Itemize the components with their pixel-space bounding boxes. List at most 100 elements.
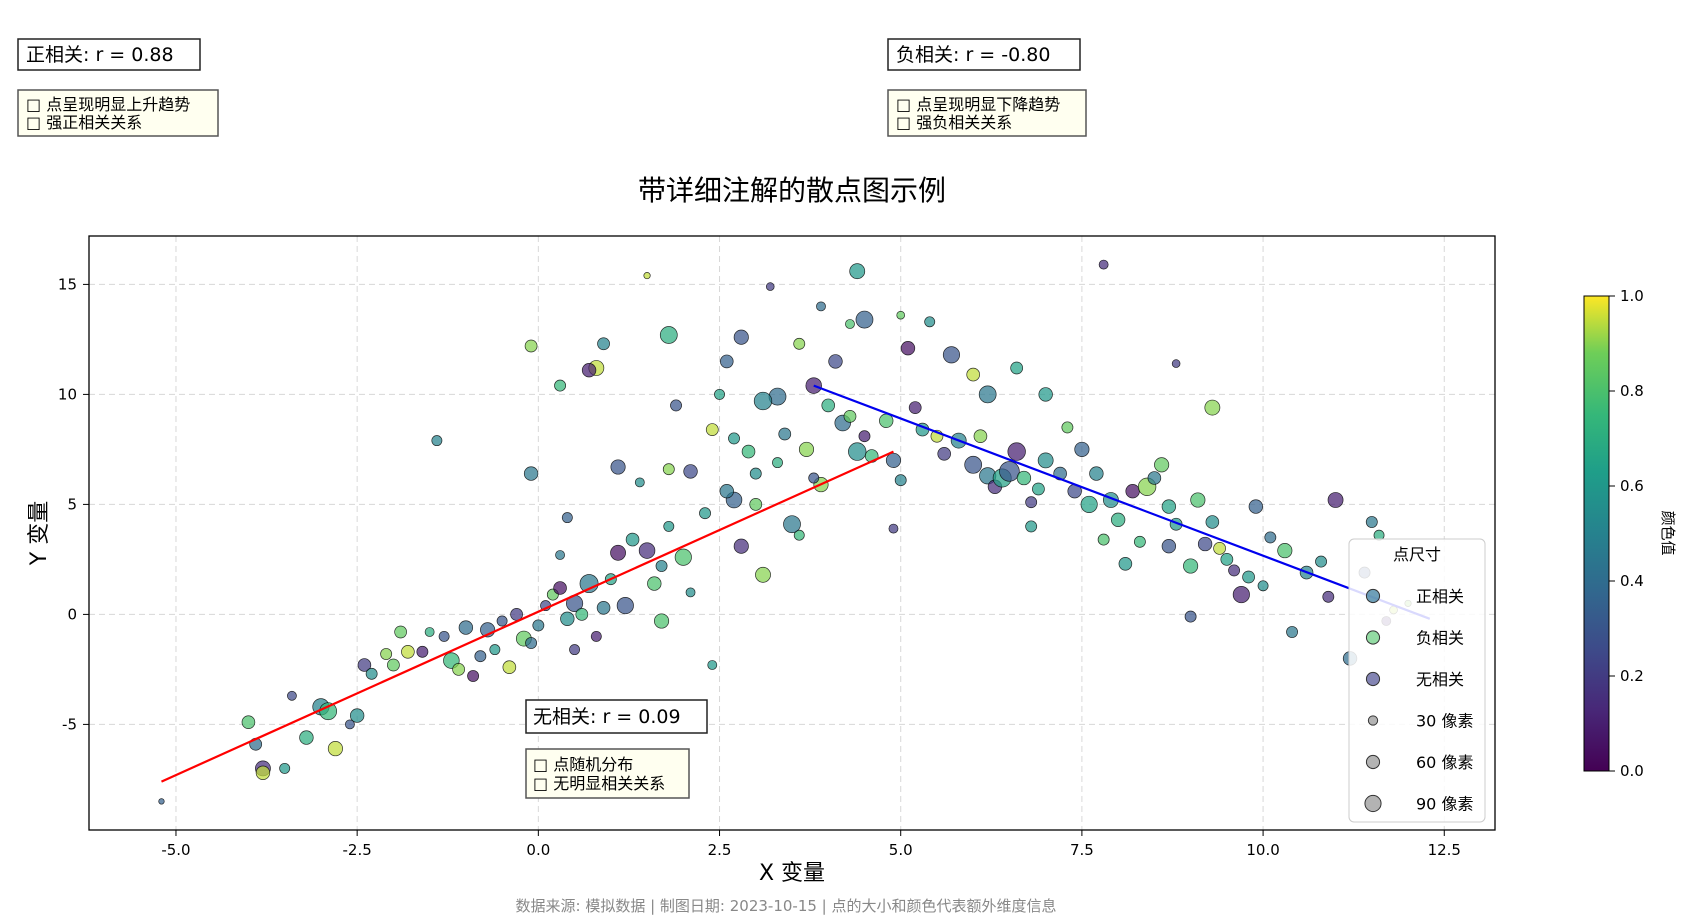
- scatter-point-negative: [900, 341, 916, 356]
- legend-marker: [1365, 630, 1381, 645]
- scatter-point-none: [733, 329, 749, 345]
- scatter-point-none: [714, 388, 725, 400]
- scatter-point-positive: [560, 611, 575, 626]
- annotation-negative-box: [887, 38, 1081, 71]
- scatter-point-negative: [821, 398, 836, 413]
- scatter-point-positive: [532, 619, 545, 632]
- scatter-point-positive: [699, 507, 711, 520]
- scatter-point-none: [749, 467, 762, 480]
- trend-line-negative: [813, 384, 1431, 620]
- scatter-point-negative: [1322, 590, 1335, 603]
- scatter-point-positive: [683, 464, 698, 479]
- scatter-point-positive: [653, 613, 670, 629]
- scatter-point-positive: [287, 690, 297, 701]
- scatter-point-none: [793, 337, 806, 350]
- scatter-point-negative: [896, 310, 906, 320]
- annotation-none-notes-box: [525, 748, 690, 799]
- x-tick-label: 10.0: [1246, 841, 1279, 859]
- y-tick-label: 15: [58, 275, 77, 293]
- scatter-point-positive: [553, 581, 567, 595]
- scatter-point-positive: [474, 650, 487, 663]
- scatter-point-positive: [357, 658, 372, 672]
- scatter-point-positive: [610, 544, 626, 561]
- scatter-point-none: [741, 444, 756, 459]
- legend-marker: [1365, 671, 1381, 687]
- scatter-point-negative: [1110, 512, 1126, 527]
- scatter-point-positive: [597, 337, 610, 351]
- scatter-point-negative: [1327, 492, 1344, 508]
- scatter-point-negative: [1147, 471, 1162, 485]
- scatter-point-negative: [848, 442, 867, 461]
- scatter-point-negative: [1213, 542, 1226, 555]
- annotation-positive: 正相关: r = 0.88 □ 点呈现明显上升趋势 □ 强正相关关系: [17, 38, 219, 137]
- scatter-point-positive: [643, 272, 651, 280]
- scatter-point-none: [778, 427, 792, 441]
- scatter-point-positive: [655, 560, 668, 572]
- legend-label: 无相关: [1416, 670, 1464, 689]
- colorbar-tick-label: 1.0: [1620, 287, 1644, 305]
- colorbar-tick-label: 0.6: [1620, 477, 1644, 495]
- trend-line-positive: [161, 450, 894, 783]
- scatter-point-negative: [1264, 531, 1277, 544]
- scatter-point-negative: [1161, 539, 1177, 554]
- scatter-point-negative: [1205, 515, 1220, 529]
- scatter-point-negative: [1038, 387, 1053, 402]
- scatter-point-negative: [1010, 361, 1024, 375]
- y-tick-label: 0: [67, 605, 77, 623]
- scatter-point-negative: [1277, 543, 1293, 559]
- scatter-point-none: [783, 515, 801, 534]
- scatter-point-positive: [158, 798, 165, 805]
- scatter-point-positive: [555, 550, 565, 560]
- scatter-point-negative: [858, 430, 871, 443]
- y-tick-label: 5: [67, 495, 77, 513]
- scatter-point-none: [772, 457, 783, 469]
- scatter-point-positive: [590, 630, 602, 642]
- scatter-point-negative: [942, 346, 961, 364]
- annotation-none: 无相关: r = 0.09 □ 点随机分布 □ 无明显相关关系: [525, 699, 708, 799]
- x-tick-label: 5.0: [889, 841, 913, 859]
- scatter-point-negative: [843, 410, 857, 423]
- scatter-point-none: [828, 354, 843, 369]
- colorbar-tick-label: 0.8: [1620, 382, 1644, 400]
- scatter-point-positive: [489, 644, 501, 656]
- scatter-point-positive: [610, 459, 626, 475]
- scatter-point-negative: [966, 367, 980, 382]
- scatter-point-negative: [1074, 441, 1090, 457]
- scatter-point-positive: [596, 601, 611, 615]
- x-tick-label: 12.5: [1428, 841, 1461, 859]
- annotation-negative-note-2: □ 强负相关关系: [896, 113, 1012, 132]
- scatter-point-negative: [1257, 580, 1269, 592]
- scatter-point-positive: [634, 477, 645, 488]
- scatter-point-positive: [496, 615, 508, 627]
- scatter-point-positive: [345, 719, 355, 730]
- x-axis-ticks: -5.0 -2.5 0.0 2.5 5.0 7.5 10.0 12.5: [161, 830, 1461, 859]
- legend-label: 90 像素: [1416, 795, 1473, 814]
- legend-marker: [1365, 754, 1381, 770]
- scatter-point-none: [753, 391, 773, 411]
- colorbar-tick-label: 0.4: [1620, 572, 1644, 590]
- x-axis-label: X 变量: [759, 861, 825, 886]
- scatter-point-positive: [793, 529, 805, 541]
- scatter-point-negative: [1171, 359, 1181, 368]
- scatter-point-negative: [1080, 495, 1098, 513]
- plot-frame: [88, 235, 1496, 831]
- scatter-point-positive: [279, 762, 291, 774]
- scatter-point-positive: [525, 637, 538, 649]
- scatter-point-negative: [1025, 496, 1038, 509]
- scatter-point-positive: [299, 730, 314, 745]
- scatter-point-negative: [1161, 499, 1177, 514]
- colorbar-tick-label: 0.2: [1620, 667, 1644, 685]
- scatter-point-negative: [894, 474, 907, 487]
- legend-title: 点尺寸: [1393, 545, 1441, 564]
- legend-marker: [1367, 715, 1379, 726]
- scatter-point-negative: [1286, 626, 1298, 638]
- scatter-point-negative: [924, 316, 936, 328]
- scatter-point-positive: [707, 660, 718, 670]
- y-axis-label: Y 变量: [27, 501, 52, 566]
- scatter-point-negative: [964, 455, 983, 474]
- scatter-point-positive: [523, 466, 539, 481]
- colorbar: 0.0 0.2 0.4 0.6 0.8 1.0 颜色值: [1583, 287, 1677, 780]
- scatter-point-none: [808, 472, 820, 484]
- scatter-point-positive: [569, 644, 581, 656]
- scatter-point-positive: [255, 765, 271, 780]
